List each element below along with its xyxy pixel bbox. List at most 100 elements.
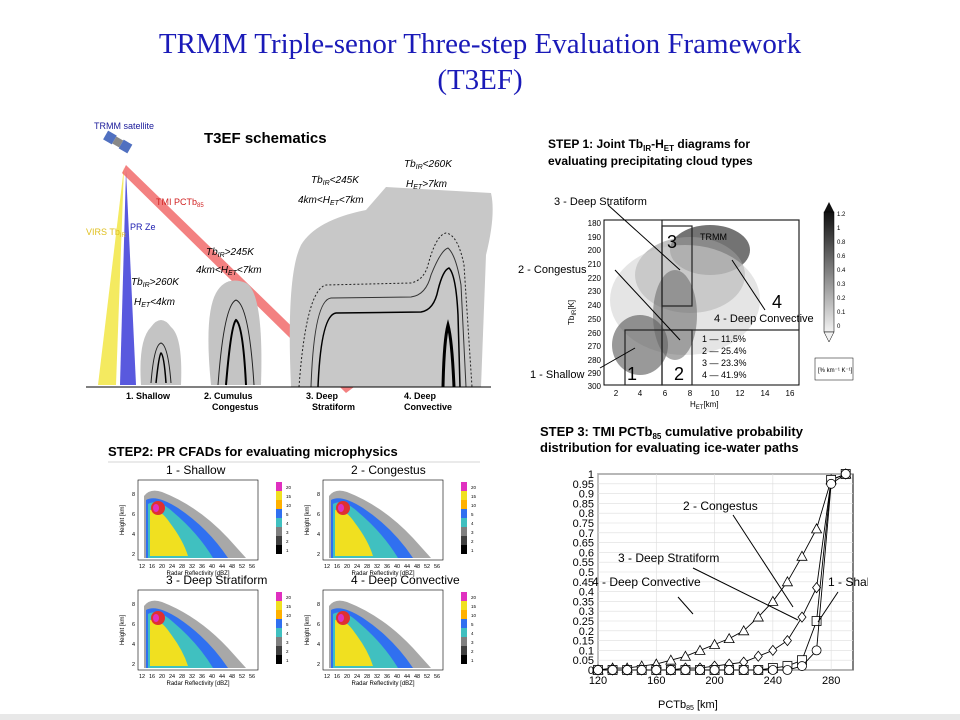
cdf-data-point	[679, 650, 692, 661]
cfad-colorbar-tick: 10	[286, 613, 292, 618]
cfad-xtick: 12	[324, 674, 330, 680]
schematic-figure: TbIR>260K HET<4km TbIR>245K 4km<HET<7km …	[86, 121, 493, 412]
cdf-data-point	[753, 665, 764, 675]
cfad-colorbar-cell	[461, 637, 467, 646]
cfad-xtick: 24	[169, 674, 175, 680]
cfad-colorbar-cell	[461, 482, 467, 491]
svg-text:270: 270	[588, 342, 602, 351]
cfad-xtick: 32	[374, 564, 380, 570]
cfad-colorbar-cell	[461, 646, 467, 655]
svg-text:0.2: 0.2	[837, 296, 846, 302]
cdf-ytick: 0.65	[573, 538, 594, 550]
step1-panel: STEP 1: Joint TbIR-HET diagrams for eval…	[510, 130, 860, 411]
step3-annotations: 2 - Congestus 3 - Deep Stratiform 4 - De…	[592, 499, 888, 589]
cfad-ytick: 4	[317, 532, 320, 538]
cfad-colorbar-cell	[461, 592, 467, 601]
step3-heading-line2: distribution for evaluating ice-water pa…	[540, 440, 799, 455]
cfad-xtick: 56	[249, 564, 255, 570]
cfad-xlabel: Radar Reflectivity [dBZ]	[351, 681, 414, 687]
step1-annotations: 3 - Deep Stratiform 2 - Congestus 4 - De…	[518, 196, 814, 381]
cdf-data-point	[811, 616, 822, 626]
cfad-xtick: 36	[384, 564, 390, 570]
svg-text:16: 16	[786, 389, 795, 398]
cdf-data-point	[694, 644, 706, 655]
cdf-data-point	[810, 523, 823, 534]
cfad-colorbar-cell	[461, 509, 467, 518]
svg-text:4: 4	[638, 389, 643, 398]
cdf-data-point	[796, 550, 808, 561]
svg-text:240: 240	[588, 301, 602, 310]
category-labels: 1. Shallow 2. Cumulus Congestus 3. Deep …	[126, 391, 452, 412]
cdf-ytick: 0.6	[579, 547, 594, 559]
cfad-colorbar-tick: 5	[471, 512, 474, 517]
cdf-ytick: 0.4	[579, 587, 594, 599]
cfad-colorbar-tick: 3	[286, 640, 289, 645]
annotation-shallow: 1 - Shallow	[828, 575, 868, 589]
cfad-colorbar-tick: 4	[471, 521, 474, 526]
cfad-colorbar-cell	[276, 491, 282, 500]
svg-text:230: 230	[588, 287, 602, 296]
cfad-colorbar-tick: 5	[286, 512, 289, 517]
cfad-xtick: 16	[334, 564, 340, 570]
cdf-ytick: 0.85	[573, 498, 594, 510]
step1-plot: 3 4 1 2 TRMM 1 — 11.5% 2 — 25.4% 3 — 23.…	[599, 204, 800, 386]
cfad-xtick: 12	[324, 564, 330, 570]
cfad-xtick: 52	[239, 674, 245, 680]
cfad-colorbar-tick: 10	[471, 503, 477, 508]
cfad-colorbar-cell	[276, 628, 282, 637]
step1-ylabel: TbIR[K]	[567, 300, 578, 325]
cfad-ytick: 8	[317, 602, 320, 608]
svg-text:190: 190	[588, 233, 602, 242]
cfad-colorbar-tick: 2	[471, 649, 474, 654]
slide-title-line1: TRMM Triple-senor Three-step Evaluation …	[158, 28, 802, 60]
step3-figure: STEP 3: TMI PCTb85 cumulative probabilit…	[540, 424, 888, 712]
cfad-colorbar-tick: 4	[286, 521, 289, 526]
annotation-deep-stratiform: 3 - Deep Stratiform	[618, 551, 719, 565]
cfad-colorbar-tick: 15	[286, 604, 292, 609]
svg-text:HET>7km: HET>7km	[406, 179, 447, 191]
annotation-congestus: 2 - Congestus	[683, 499, 758, 513]
svg-text:4km<HET<7km: 4km<HET<7km	[298, 195, 364, 207]
cfad-xtick: 32	[189, 674, 195, 680]
cfad-colorbar-cell	[461, 545, 467, 554]
cfad-ytick: 8	[317, 492, 320, 498]
annotation-deep-stratiform: 3 - Deep Stratiform	[554, 196, 647, 208]
cfad-xtick: 44	[219, 564, 225, 570]
cfad-xtick: 36	[199, 564, 205, 570]
cfad-ytick: 2	[317, 552, 320, 558]
cdf-xtick: 160	[647, 675, 665, 687]
annotation-shallow: 1 - Shallow	[530, 369, 584, 381]
svg-text:220: 220	[588, 274, 602, 283]
cfad-colorbar-cell	[461, 500, 467, 509]
svg-text:0.1: 0.1	[837, 310, 846, 316]
tmi-label: TMI PCTb85	[156, 197, 204, 209]
svg-text:HET<4km: HET<4km	[134, 297, 175, 309]
svg-text:2: 2	[614, 389, 619, 398]
cfad-xtick: 16	[334, 674, 340, 680]
cfad-xtick: 20	[344, 564, 350, 570]
cloud-congestus	[208, 280, 262, 386]
cfad-colorbar-tick: 1	[471, 658, 474, 663]
cfad-colorbar-tick: 2	[286, 649, 289, 654]
svg-text:4 — 41.9%: 4 — 41.9%	[702, 370, 747, 380]
cfad-ylabel: Height [km]	[305, 504, 311, 535]
cfad-colorbar-tick: 20	[286, 595, 292, 600]
cdf-xtick: 280	[822, 675, 840, 687]
cdf-data-point	[811, 645, 822, 656]
svg-text:Congestus: Congestus	[212, 402, 259, 412]
svg-text:250: 250	[588, 315, 602, 324]
cfad-colorbar-tick: 20	[286, 485, 292, 490]
svg-text:210: 210	[588, 260, 602, 269]
cfad-colorbar-tick: 4	[471, 631, 474, 636]
cfad-xtick: 20	[344, 674, 350, 680]
cfad-xtick: 52	[239, 564, 245, 570]
arrow-shallow	[599, 347, 636, 369]
cfad-colorbar-tick: 4	[286, 631, 289, 636]
cfad-colorbar-cell	[276, 619, 282, 628]
category-congestus: 2. Cumulus	[204, 391, 253, 401]
cfad-colorbar-tick: 15	[286, 494, 292, 499]
cfad-colorbar-tick: 1	[286, 548, 289, 553]
step3-xlabel: PCTb85 [km]	[658, 699, 718, 712]
